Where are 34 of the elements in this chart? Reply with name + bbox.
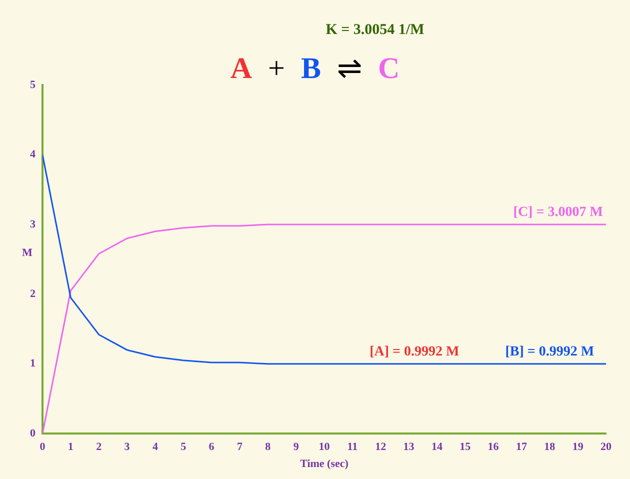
x-tick-label: 19 (572, 441, 584, 454)
x-tick-label: 1 (68, 441, 74, 454)
annotation: [A] = 0.9992 M (370, 344, 460, 360)
x-tick-label: 18 (544, 441, 556, 454)
x-tick-label: 20 (600, 441, 612, 454)
y-tick-label: 3 (30, 218, 36, 230)
x-tick-label: 0 (40, 441, 46, 454)
x-tick-label: 6 (208, 441, 215, 454)
y-tick-label: 0 (30, 427, 36, 440)
x-tick-label: 5 (180, 441, 187, 454)
x-tick-label: 4 (152, 441, 158, 454)
x-tick-label: 7 (236, 441, 243, 454)
y-tick-label: 4 (30, 148, 36, 161)
annotation: [C] = 3.0007 M (513, 205, 603, 220)
x-tick-label: 16 (488, 441, 500, 454)
y-axis-title: M (22, 247, 32, 259)
x-tick-label: 9 (293, 441, 300, 454)
x-tick-label: 8 (265, 441, 272, 454)
x-axis-title: Time (sec) (300, 458, 349, 470)
x-tick-label: 14 (431, 441, 443, 454)
x-tick-label: 12 (375, 441, 387, 454)
y-tick-label: 2 (30, 288, 36, 300)
x-tick-label: 15 (460, 441, 472, 454)
x-tick-label: 17 (516, 441, 528, 454)
chart-subtitle: A + B ⇌ C (230, 52, 400, 85)
x-tick-label: 3 (124, 441, 130, 454)
y-tick-label: 1 (30, 358, 36, 370)
x-tick-label: 10 (318, 441, 330, 454)
annotation: [B] = 0.9992 M (505, 344, 594, 360)
chart-title: K = 3.0054 1/M (324, 22, 426, 39)
x-tick-label: 13 (403, 441, 415, 454)
y-tick-label: 5 (30, 78, 36, 91)
x-tick-label: 2 (96, 441, 102, 454)
x-tick-label: 11 (347, 441, 358, 454)
